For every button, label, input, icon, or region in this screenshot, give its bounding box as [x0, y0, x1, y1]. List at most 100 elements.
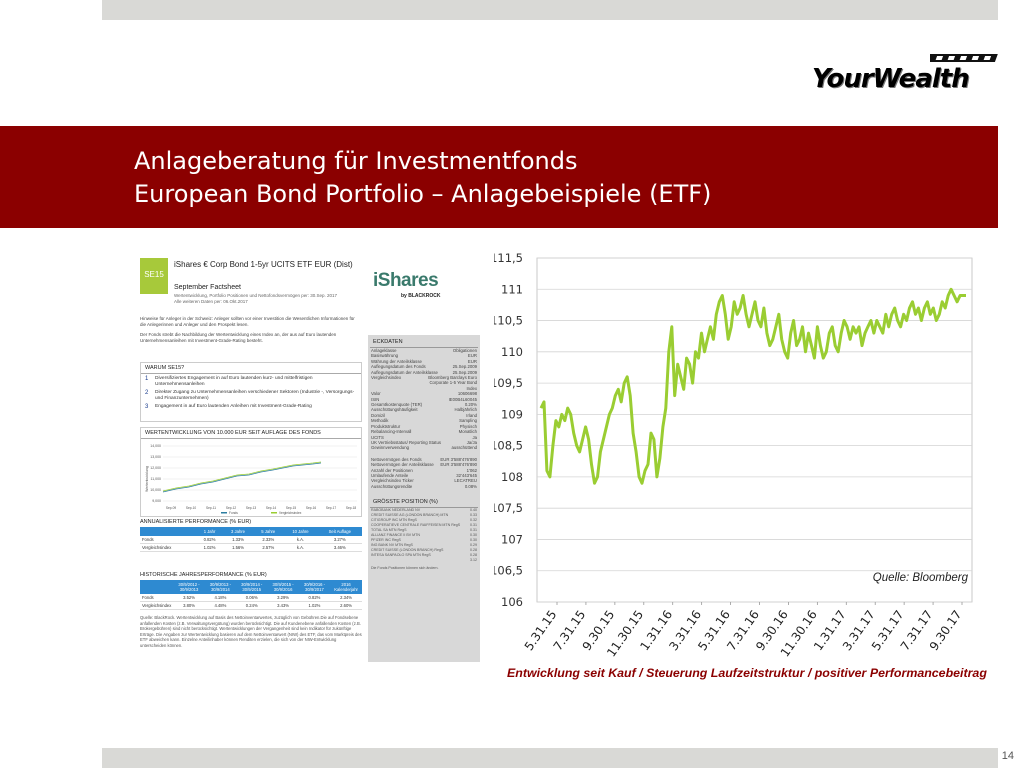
- position-row: ALLIANZ FINANCE II BV MTN 0.30: [368, 533, 480, 538]
- why-item-text: Engagement in auf Euro lautenden Anleihe…: [155, 404, 312, 409]
- eckdaten-row: Valor 10606698: [368, 391, 480, 396]
- ishares-logo: iShares: [373, 270, 439, 291]
- y-tick-label: 110,5: [494, 314, 523, 328]
- perf-chart-title: WERTENTWICKLUNG VON 10.000 EUR SEIT AUFL…: [141, 428, 361, 439]
- mini-performance-chart: Wertentwicklung 14,000 13,000 12,000 11,…: [145, 444, 357, 515]
- position-row: CREDIT SUISSE AG (LONDON BRANCH) MTN 0.33: [368, 513, 480, 518]
- position-key: RABOBANK NEDERLAND NV: [371, 508, 421, 513]
- price-chart: 111,5 111 110,5 110 109,5 109 108,5 108 107,5 107…: [490, 246, 979, 661]
- positions-note: Die Fonds Positionen können sich ändern.: [371, 566, 439, 571]
- mini-ytick: 9,000: [152, 499, 161, 503]
- mini-xtick: Sep-15: [286, 506, 297, 510]
- table-header: Seit Auflage: [317, 527, 362, 536]
- position-row: ING BANK NV MTN RegS 0.29: [368, 543, 480, 548]
- table-header: 30/9/2014 - 30/9/2015: [236, 580, 268, 594]
- eckdaten-row: ISIN IE00B4L60045: [368, 397, 480, 402]
- table-cell: k.A.: [283, 536, 318, 544]
- nav-value: EUR 3'588'476'890: [440, 462, 477, 468]
- position-value: 0.33: [470, 513, 477, 518]
- title-band: [0, 126, 998, 228]
- position-row: CITIGROUP INC MTN RegS 0.32: [368, 518, 480, 523]
- table-cell: 3.52%: [173, 594, 205, 602]
- factsheet-subtitle-text: Wertentwicklung, Portfolio Positionen un…: [174, 293, 338, 298]
- annualized-header-row: 1 Jahr 3 Jahre 5 Jahre 10 Jahre Seit Auf…: [140, 527, 362, 536]
- table-header: 30/9/2013 - 30/9/2014: [204, 580, 237, 594]
- table-cell: 2.60%: [330, 601, 362, 610]
- eckdaten-row: Anlageklasse Obligationen: [368, 348, 480, 353]
- factsheet-date-note: Alle weiteren Daten per: 06.Okt.2017: [174, 299, 248, 304]
- nav-key: Nettovermögen der Anteilsklasse: [371, 462, 434, 468]
- position-value: 0.30: [470, 533, 477, 538]
- table-header: 30/9/2012 - 30/9/2013: [173, 580, 205, 594]
- mini-xtick: Sep-17: [326, 506, 337, 510]
- position-row: RABOBANK NEDERLAND NV 0.40: [368, 508, 480, 513]
- nav-value: LECATREU: [454, 478, 477, 484]
- factsheet-notes: Quelle: BlackRock. Wertentwicklung auf B…: [140, 615, 362, 648]
- position-key: CITIGROUP INC MTN RegS: [371, 518, 417, 523]
- logo-text: YourWealth: [812, 64, 970, 94]
- nav-list: Nettovermögen des Fonds EUR 3'588'476'890…: [368, 457, 480, 489]
- series-line-se15: [539, 287, 966, 485]
- eckdaten-key: UCITS: [371, 434, 384, 440]
- positions-list: RABOBANK NEDERLAND NV 0.40 CREDIT SUISSE A…: [368, 508, 480, 563]
- fund-name: iShares € Corp Bond 1-5yr UCITS ETF EUR …: [174, 260, 353, 269]
- mini-legend-index: Vergleichsindex: [279, 511, 302, 515]
- table-cell: 0.24%: [236, 601, 268, 610]
- position-row: INTESA SANPAOLO SPA MTN RegS 0.28: [368, 553, 480, 558]
- table-cell: 0.82%: [196, 536, 223, 544]
- eckdaten-key: Anlageklasse: [371, 348, 397, 353]
- eckdaten-key: Rebalancing-Intervall: [371, 429, 412, 435]
- eckdaten-key: Gewinnverwendung: [371, 445, 409, 451]
- mini-ytick: 14,000: [150, 444, 161, 448]
- mini-legend-index-swatch: [271, 512, 277, 514]
- mini-ytick: 13,000: [150, 455, 161, 459]
- eckdaten-key: Auflegungsdatum der Anteilsklasse: [371, 369, 438, 375]
- table-cell: 2.33%: [253, 536, 284, 544]
- why-title: WARUM SE15?: [141, 363, 361, 374]
- table-cell: 3.29%: [267, 594, 299, 602]
- position-value: 0.31: [470, 528, 477, 533]
- eckdaten-value: EUR: [467, 353, 477, 359]
- eckdaten-key: UK Vertriebsstatus/ Reporting Status: [371, 439, 441, 445]
- y-tick-label: 111: [501, 282, 523, 296]
- yourwealth-logo: YourWealth: [812, 54, 1002, 96]
- eckdaten-key: Valor: [371, 391, 381, 397]
- eckdaten-row: Rebalancing-Intervall Monatlich: [368, 429, 480, 434]
- annualized-table: 1 Jahr 3 Jahre 5 Jahre 10 Jahre Seit Auf…: [140, 527, 362, 552]
- eckdaten-key: Währung der Anteilsklasse: [371, 358, 422, 364]
- mini-ytick: 11,000: [151, 477, 161, 481]
- mini-legend-fund-swatch: [221, 512, 227, 514]
- why-item-number: 1: [145, 376, 149, 382]
- position-row: CREDIT SUISSE (LONDON BRANCH) RegS 0.28: [368, 548, 480, 553]
- mini-ytick: 10,000: [150, 488, 161, 492]
- table-header: 1 Jahr: [196, 527, 223, 536]
- eckdaten-key: Methodik: [371, 418, 389, 424]
- position-value: 0.28: [470, 548, 477, 553]
- y-tick-label: 106: [501, 595, 523, 609]
- table-header: [140, 527, 197, 536]
- mini-chart-fund-line: [162, 462, 322, 493]
- position-key: CREDIT SUISSE AG (LONDON BRANCH) MTN: [371, 513, 449, 518]
- mini-xtick: Sep-18: [346, 506, 357, 510]
- nav-row: Nettovermögen des Fonds EUR 3'588'476'890: [368, 457, 480, 462]
- mini-xtick: Sep-09: [166, 506, 177, 510]
- mini-ytick: 12,000: [150, 466, 161, 470]
- table-cell: Fonds: [140, 594, 174, 602]
- nav-value: 0.08%: [464, 483, 477, 489]
- table-cell: 0.82%: [298, 594, 331, 602]
- eckdaten-row: Domizil Irland: [368, 413, 480, 418]
- eckdaten-key: Vergleichsindex: [371, 375, 402, 381]
- mini-chart-xticks: Sep-09 Sep-10 Sep-11 Sep-12 Sep-13 Sep-1…: [166, 506, 357, 510]
- factsheet-right-panel: ECKDATEN Anlageklasse Obligationen Basiswä…: [368, 335, 480, 662]
- table-cell: Vergleichsindex: [140, 543, 197, 552]
- position-value: 0.30: [470, 538, 477, 543]
- eckdaten-row: Gesamtkostenquote (TER) 0.20%: [368, 402, 480, 407]
- slide-caption: Entwicklung seit Kauf / Steuerung Laufze…: [507, 666, 987, 680]
- position-value: 0.28: [470, 553, 477, 558]
- page-number: 14: [1001, 750, 1014, 762]
- table-cell: 3.80%: [173, 601, 205, 610]
- factsheet-intro: Hinweise für Anleger in der Schweiz: Anl…: [140, 316, 362, 344]
- table-row: Fonds 3.52% 4.18% 0.06% 3.29% 0.82% 2.34…: [140, 594, 362, 602]
- table-header: 30/9/2015 - 30/9/2016: [267, 580, 299, 594]
- table-header: 3 Jahre: [222, 527, 254, 536]
